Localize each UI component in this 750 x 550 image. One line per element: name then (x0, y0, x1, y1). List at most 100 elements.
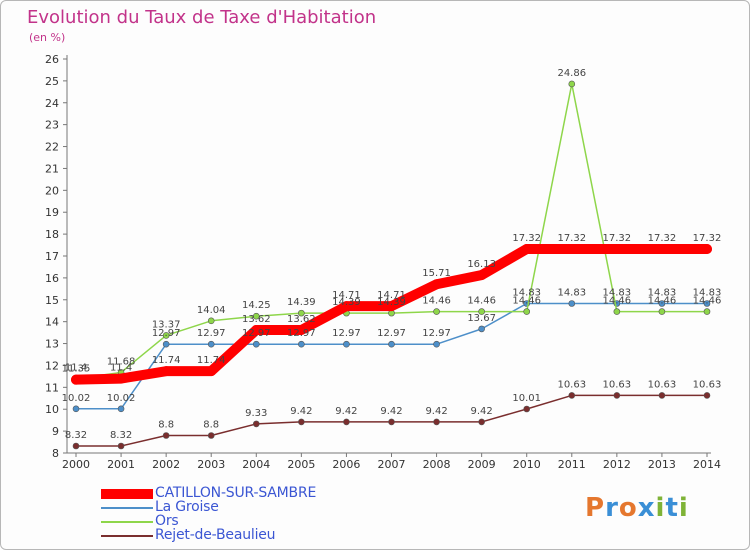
logo-letter: i (655, 493, 666, 523)
legend-swatch (101, 489, 153, 499)
data-label: 14.71 (377, 290, 406, 301)
data-label: 14.46 (467, 296, 496, 307)
y-tick-label: 11 (45, 381, 59, 394)
x-tick-label: 2008 (423, 458, 451, 471)
y-tick-label: 18 (45, 228, 59, 241)
legend-item: Ors (101, 513, 361, 529)
data-label: 14.83 (603, 287, 632, 298)
data-point (568, 80, 576, 88)
y-tick-label: 26 (45, 53, 59, 66)
data-label: 11.68 (107, 356, 136, 367)
data-label: 14.25 (242, 300, 271, 311)
data-label: 14.46 (512, 296, 541, 307)
data-point (613, 308, 621, 315)
data-label: 10.63 (557, 379, 586, 390)
data-label: 14.46 (693, 296, 722, 307)
y-tick-label: 9 (52, 425, 59, 438)
x-tick-label: 2003 (197, 458, 225, 471)
data-point (206, 366, 217, 377)
data-label: 8.32 (65, 430, 87, 441)
proxiti-logo: Proxiti (585, 493, 689, 523)
x-tick-label: 2001 (107, 458, 135, 471)
y-tick-label: 13 (45, 338, 59, 351)
data-label: 14.83 (557, 287, 586, 298)
data-point (433, 418, 440, 426)
data-point (656, 243, 667, 254)
data-point (207, 432, 215, 439)
x-tick-label: 2005 (287, 458, 315, 471)
data-point (117, 442, 125, 450)
data-label: 9.42 (290, 406, 312, 417)
data-label: 12.97 (152, 328, 181, 339)
data-point (161, 366, 172, 377)
legend-item: CATILLON-SUR-SAMBRE (101, 485, 361, 501)
data-label: 14.46 (422, 296, 451, 307)
data-label: 13.37 (152, 319, 181, 330)
y-tick-label: 17 (45, 250, 59, 263)
x-tick-label: 2010 (513, 458, 541, 471)
data-label: 14.83 (693, 287, 722, 298)
chart-legend: CATILLON-SUR-SAMBRE La Groise Ors Rejet-de-… (101, 485, 361, 543)
y-tick-label: 24 (45, 97, 59, 110)
legend-item: La Groise (101, 499, 361, 515)
data-point (343, 340, 350, 348)
data-point (703, 300, 711, 307)
x-tick-label: 2013 (648, 458, 676, 471)
legend-swatch (101, 521, 153, 523)
legend-label: La Groise (155, 499, 219, 515)
data-label: 14.83 (512, 287, 541, 298)
data-label: 12.97 (197, 328, 226, 339)
logo-letter: t (665, 493, 679, 523)
data-label: 14.46 (648, 296, 677, 307)
data-point (72, 442, 80, 450)
y-tick-label: 23 (45, 119, 59, 132)
data-label: 11.74 (197, 355, 226, 366)
data-point (478, 325, 485, 333)
y-tick-label: 20 (45, 184, 59, 197)
data-label: 17.32 (603, 233, 632, 244)
data-point (298, 418, 305, 426)
logo-letter: o (618, 493, 638, 523)
legend-label: Ors (155, 513, 179, 529)
x-tick-label: 2012 (603, 458, 631, 471)
data-point (162, 340, 170, 348)
data-point (298, 340, 305, 348)
data-point (566, 243, 577, 254)
data-label: 17.32 (557, 233, 586, 244)
data-label: 15.71 (422, 268, 451, 279)
x-tick-label: 2002 (152, 458, 180, 471)
data-label: 24.86 (557, 68, 586, 79)
data-label: 14.46 (603, 296, 632, 307)
logo-letter: r (605, 493, 619, 523)
data-point (521, 243, 532, 254)
data-label: 14.83 (648, 287, 677, 298)
data-label: 12.97 (287, 328, 316, 339)
data-label: 10.02 (62, 393, 91, 404)
data-label: 12.97 (422, 328, 451, 339)
data-point (298, 309, 305, 317)
data-label: 12.97 (377, 328, 406, 339)
data-label: 14.71 (332, 290, 361, 301)
x-tick-label: 2009 (468, 458, 496, 471)
data-point (568, 300, 576, 307)
data-label: 14.39 (377, 297, 406, 308)
data-point (341, 301, 352, 312)
x-tick-label: 2014 (693, 458, 721, 471)
data-point (252, 420, 260, 428)
data-point (611, 243, 622, 254)
data-point (296, 324, 307, 335)
data-point (72, 405, 80, 413)
y-tick-label: 25 (45, 75, 59, 88)
data-point (702, 243, 712, 254)
data-point (116, 373, 127, 384)
data-label: 11.4 (110, 363, 132, 374)
data-label: 13.67 (467, 313, 496, 324)
data-label: 13.62 (242, 314, 271, 325)
legend-label: CATILLON-SUR-SAMBRE (155, 485, 317, 501)
data-label: 11.35 (62, 364, 91, 375)
logo-letter: x (637, 493, 656, 523)
y-tick-label: 15 (45, 294, 59, 307)
x-tick-label: 2006 (332, 458, 360, 471)
data-point (343, 418, 350, 426)
